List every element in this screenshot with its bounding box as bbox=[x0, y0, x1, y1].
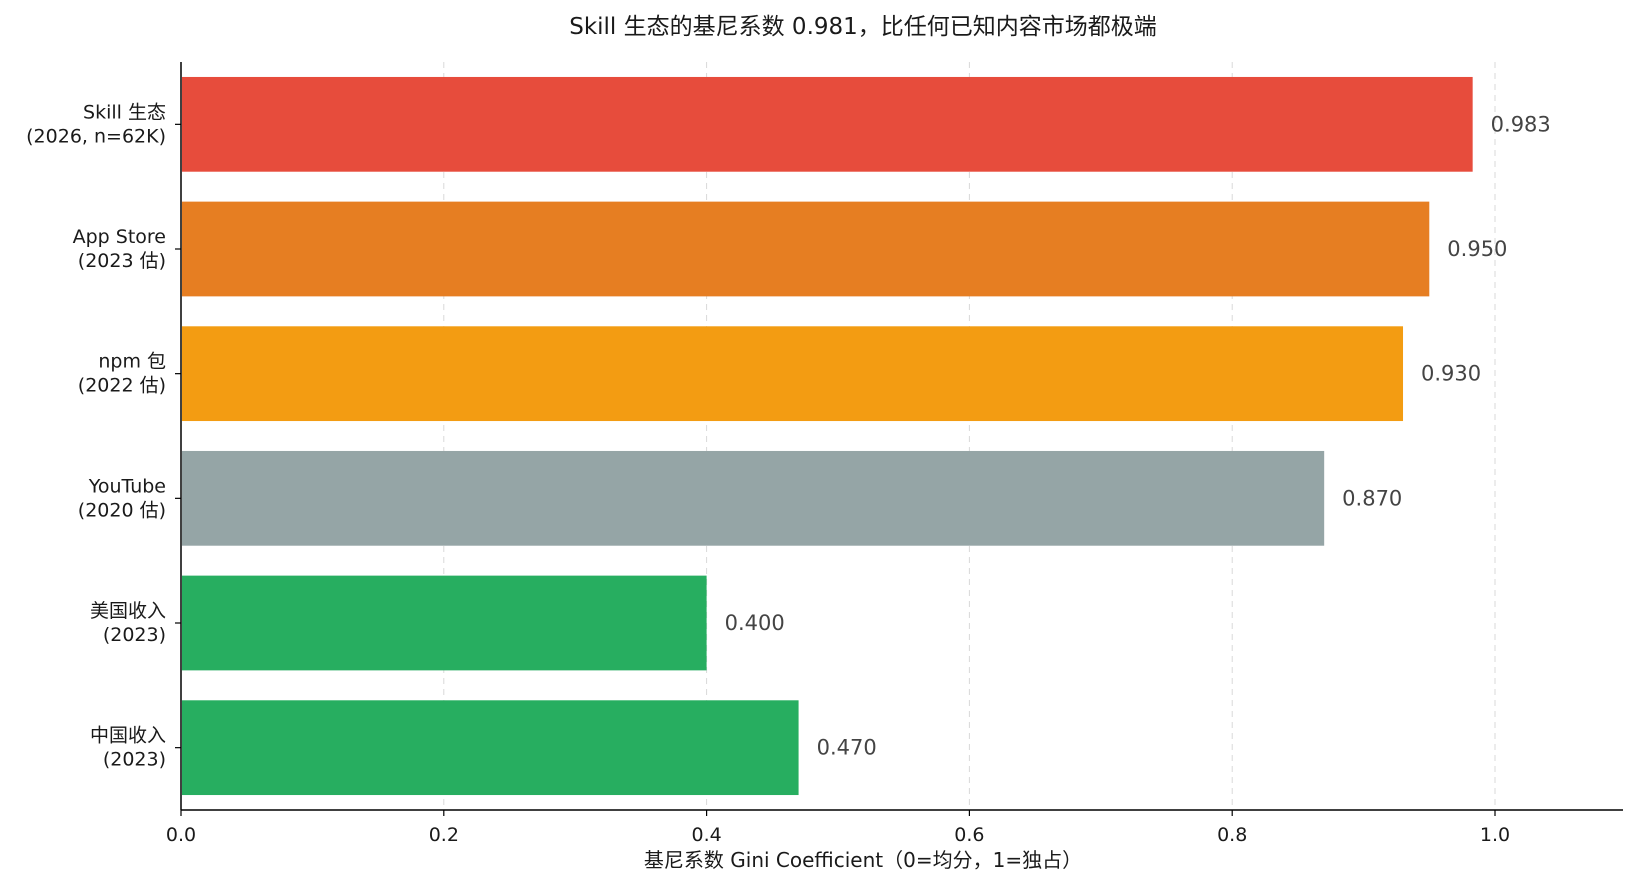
bar bbox=[182, 450, 1325, 546]
category-label-line: (2022 估) bbox=[78, 375, 166, 397]
bar bbox=[182, 575, 707, 671]
chart-title: Skill 生态的基尼系数 0.981，比任何已知内容市场都极端 bbox=[569, 14, 1157, 40]
bars-layer: 0.983 0.950 0.930 0.870 0.400 0.470 bbox=[182, 76, 1551, 796]
category-label-line: App Store bbox=[73, 226, 166, 248]
category-label: App Store (2023 估) bbox=[73, 226, 166, 272]
axes-layer: Skill 生态(2026, n=62K) App Store (2023 估) np… bbox=[26, 62, 1623, 846]
category-label-line: (2023 估) bbox=[78, 250, 166, 272]
category-label-line: 中国收入 bbox=[90, 725, 166, 747]
value-label: 0.983 bbox=[1491, 112, 1551, 136]
category-label-line: npm 包 bbox=[98, 351, 166, 373]
value-label: 0.870 bbox=[1342, 486, 1402, 510]
x-tick-label: 1.0 bbox=[1480, 824, 1510, 846]
value-label: 0.950 bbox=[1447, 237, 1507, 261]
x-axis-label: 基尼系数 Gini Coefficient（0=均分，1=独占） bbox=[644, 848, 1082, 872]
category-label-line: (2023) bbox=[103, 749, 166, 771]
value-label: 0.400 bbox=[725, 611, 785, 635]
category-label: Skill 生态(2026, n=62K) bbox=[26, 101, 166, 147]
category-label-line: (2020 估) bbox=[78, 499, 166, 521]
category-label-line: 美国收入 bbox=[90, 600, 166, 622]
bar bbox=[182, 76, 1473, 172]
category-label: npm 包(2022 估) bbox=[78, 351, 166, 397]
value-label: 0.470 bbox=[817, 736, 877, 760]
bar bbox=[182, 700, 799, 796]
category-label: 美国收入(2023) bbox=[90, 600, 166, 646]
value-label: 0.930 bbox=[1421, 362, 1481, 386]
x-tick-label: 0.8 bbox=[1217, 824, 1247, 846]
category-label-line: (2023) bbox=[103, 624, 166, 646]
x-tick-label: 0.2 bbox=[429, 824, 459, 846]
category-label: YouTube (2020 估) bbox=[78, 475, 166, 521]
bar bbox=[182, 201, 1430, 297]
category-label-line: (2026, n=62K) bbox=[26, 125, 166, 147]
bar bbox=[182, 326, 1404, 422]
category-label-line: Skill 生态 bbox=[83, 101, 166, 123]
category-label: 中国收入(2023) bbox=[90, 725, 166, 771]
x-tick-label: 0.0 bbox=[166, 824, 196, 846]
grid-layer bbox=[443, 62, 1496, 810]
x-tick-label: 0.4 bbox=[691, 824, 721, 846]
x-tick-label: 0.6 bbox=[954, 824, 984, 846]
category-label-line: YouTube bbox=[88, 475, 166, 497]
